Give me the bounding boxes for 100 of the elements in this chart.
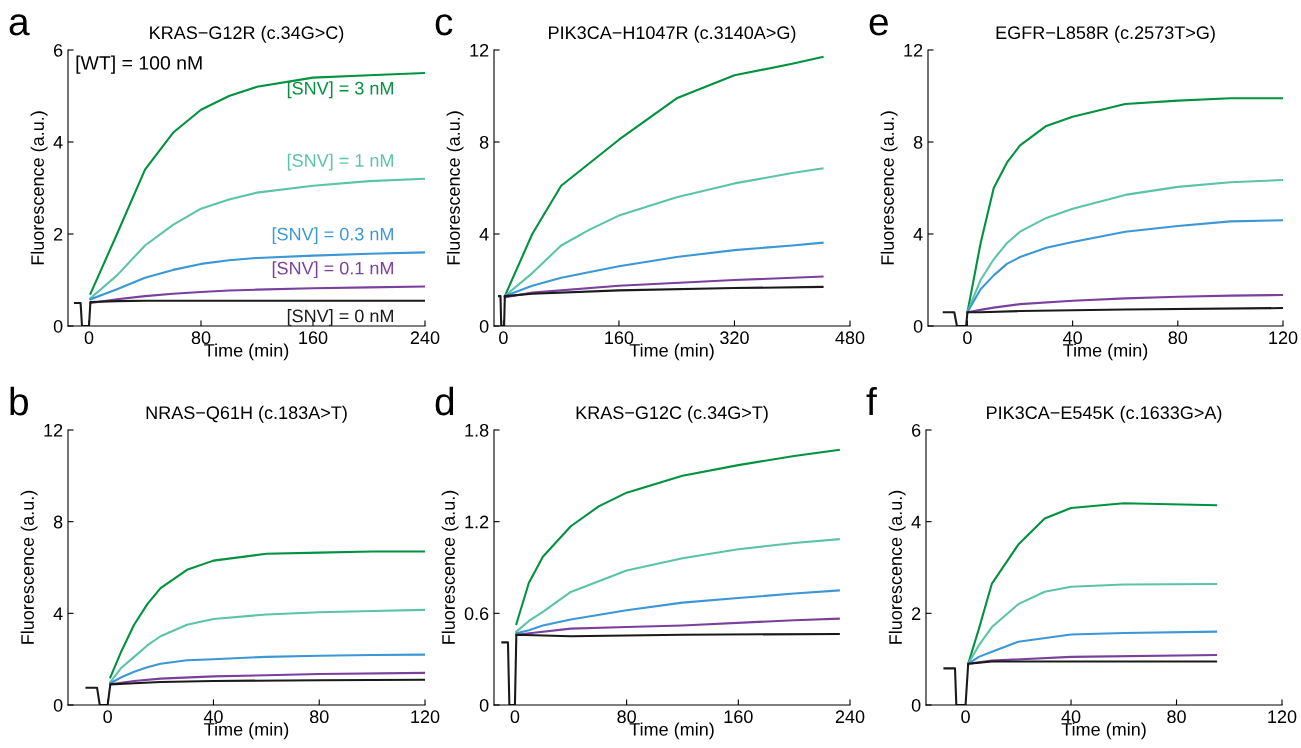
text: a bbox=[9, 14, 30, 36]
line-series bbox=[503, 167, 824, 298]
chart-title: EGFR−L858R (c.2573T>G) bbox=[996, 25, 1215, 43]
x-tick-label: 80 bbox=[1168, 331, 1188, 345]
x-tick-label: 40 bbox=[1061, 710, 1081, 724]
x-tick-label: 0 bbox=[961, 710, 970, 724]
line-series bbox=[967, 630, 1218, 665]
y-tick-label: 0 bbox=[911, 698, 921, 712]
x-tick-label: 480 bbox=[835, 331, 865, 345]
line-series bbox=[501, 632, 840, 705]
x-tick-label: 80 bbox=[617, 710, 636, 724]
chart-title: PIK3CA−E545K (c.1633G>A) bbox=[987, 405, 1222, 423]
x-tick-label: 80 bbox=[191, 331, 211, 345]
line-series bbox=[89, 177, 425, 300]
x-tick-label: 0 bbox=[499, 331, 508, 345]
y-tick-label: 4 bbox=[53, 607, 63, 620]
line-series bbox=[515, 448, 840, 626]
y-axis-title: Fluorescence (a.u.) bbox=[441, 490, 459, 644]
line-series bbox=[515, 538, 840, 633]
line-series bbox=[85, 678, 425, 705]
y-tick-label: 8 bbox=[479, 135, 489, 149]
y-tick-label: 0.6 bbox=[464, 607, 489, 621]
line-series bbox=[498, 285, 824, 326]
line-series bbox=[967, 502, 1218, 665]
x-axis-title: Time (min) bbox=[629, 343, 714, 361]
x-axis-title: Time (min) bbox=[1063, 343, 1148, 361]
y-axis-title: Fluorescence (a.u.) bbox=[30, 111, 48, 265]
y-tick-label: 2 bbox=[912, 607, 921, 620]
y-tick-label: 12 bbox=[904, 43, 923, 57]
y-tick-label: 4 bbox=[913, 228, 923, 241]
x-tick-label: 120 bbox=[1268, 710, 1297, 724]
line-series bbox=[73, 299, 425, 326]
y-tick-label: 0 bbox=[53, 698, 63, 712]
line-series bbox=[109, 550, 425, 679]
line-series bbox=[966, 293, 1283, 314]
line-series bbox=[503, 275, 824, 299]
x-tick-label: 0 bbox=[103, 710, 112, 724]
x-axis-title: Time (min) bbox=[1061, 722, 1146, 740]
x-tick-label: 320 bbox=[720, 331, 749, 345]
chart-title: PIK3CA−H1047R (c.3140A>G) bbox=[549, 25, 796, 43]
y-tick-label: 1.2 bbox=[465, 515, 489, 529]
text: c bbox=[435, 14, 453, 36]
x-tick-label: 0 bbox=[510, 710, 520, 724]
x-tick-label: 80 bbox=[1167, 710, 1186, 724]
x-tick-label: 80 bbox=[309, 710, 329, 724]
series-label: [SNV] = 1 nM bbox=[287, 153, 393, 171]
line-series bbox=[967, 582, 1218, 665]
line-series bbox=[109, 608, 425, 684]
chart-title: KRAS−G12C (c.34G>T) bbox=[576, 405, 768, 423]
line-series bbox=[89, 285, 425, 305]
y-tick-label: 8 bbox=[913, 135, 923, 149]
x-axis-title: Time (min) bbox=[204, 343, 289, 361]
x-tick-label: 120 bbox=[1269, 331, 1298, 345]
x-tick-label: 40 bbox=[1063, 331, 1082, 345]
line-series bbox=[942, 307, 1283, 326]
x-axis-title: Time (min) bbox=[629, 722, 714, 740]
y-tick-label: 0 bbox=[479, 698, 489, 712]
line-series bbox=[109, 653, 425, 685]
line-series bbox=[503, 55, 824, 298]
x-tick-label: 40 bbox=[203, 710, 223, 724]
text: b bbox=[10, 386, 28, 416]
line-series bbox=[89, 251, 425, 301]
chart-title: NRAS−Q61H (c.183A>T) bbox=[146, 405, 347, 423]
x-tick-label: 0 bbox=[84, 331, 94, 345]
y-tick-label: 6 bbox=[912, 423, 921, 437]
y-tick-label: 0 bbox=[479, 319, 489, 333]
y-tick-label: 4 bbox=[911, 515, 921, 529]
series-label: [SNV] = 0.1 nM bbox=[272, 261, 393, 279]
line-series bbox=[503, 241, 824, 298]
x-tick-label: 240 bbox=[410, 331, 440, 345]
y-axis-title: Fluorescence (a.u.) bbox=[20, 490, 38, 644]
x-tick-label: 160 bbox=[724, 710, 753, 724]
text: e bbox=[869, 14, 888, 36]
line-series bbox=[515, 617, 840, 636]
y-tick-label: 6 bbox=[54, 43, 63, 57]
x-tick-label: 240 bbox=[835, 710, 865, 724]
line-series bbox=[966, 219, 1283, 314]
series-label: [SNV] = 0 nM bbox=[287, 309, 393, 326]
line-series bbox=[109, 671, 425, 686]
y-tick-label: 0 bbox=[53, 319, 63, 333]
text: f bbox=[866, 386, 877, 416]
x-tick-label: 120 bbox=[411, 710, 440, 724]
y-tick-label: 12 bbox=[44, 423, 63, 437]
chart-title: KRAS−G12R (c.34G>C) bbox=[150, 25, 344, 43]
annotation: [WT] = 100 nM bbox=[76, 55, 202, 74]
x-tick-label: 0 bbox=[963, 331, 972, 345]
line-series bbox=[943, 660, 1218, 705]
y-tick-label: 4 bbox=[53, 136, 63, 149]
y-axis-title: Fluorescence (a.u.) bbox=[880, 111, 898, 265]
y-tick-label: 1.8 bbox=[465, 423, 489, 437]
x-tick-label: 160 bbox=[299, 331, 328, 345]
y-axis-title: Fluorescence (a.u.) bbox=[446, 111, 464, 265]
y-axis-title: Fluorescence (a.u.) bbox=[888, 490, 906, 644]
y-tick-label: 0 bbox=[913, 319, 923, 333]
series-label: [SNV] = 3 nM bbox=[287, 81, 393, 99]
y-tick-label: 12 bbox=[470, 43, 489, 57]
x-tick-label: 160 bbox=[605, 331, 634, 345]
x-axis-title: Time (min) bbox=[204, 722, 289, 740]
y-tick-label: 4 bbox=[479, 228, 489, 241]
y-tick-label: 2 bbox=[54, 227, 63, 241]
